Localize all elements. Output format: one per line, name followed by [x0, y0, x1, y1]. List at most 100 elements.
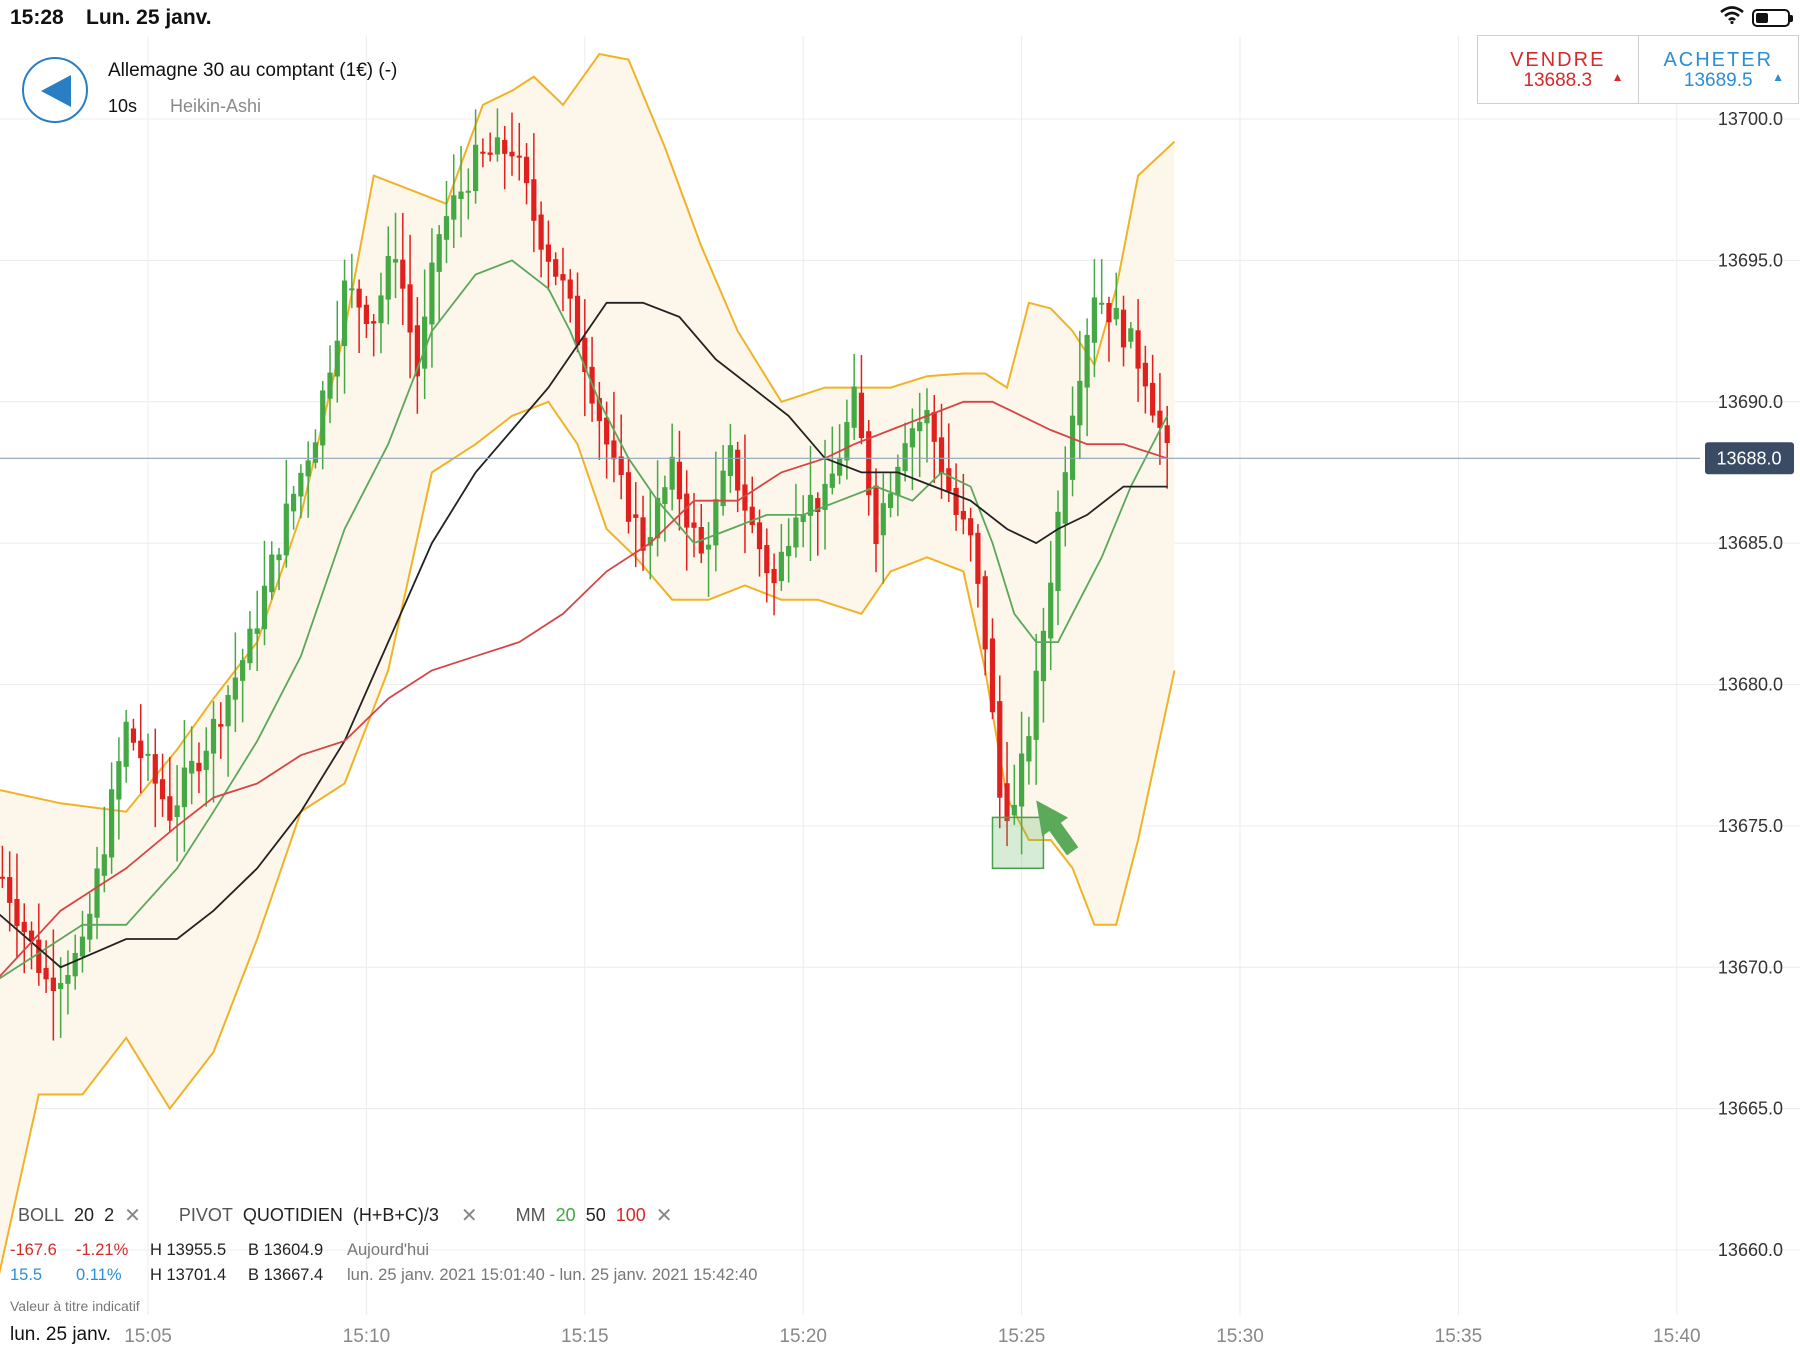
pivot-name[interactable]: PIVOT [178, 1205, 233, 1225]
candle-body [458, 191, 464, 199]
candle-body [247, 628, 253, 664]
candle-body [596, 398, 602, 422]
sell-label: VENDRE [1510, 49, 1606, 71]
y-tick-label: 13690.0 [1718, 392, 1783, 412]
candle-body [625, 472, 632, 522]
candle-body [1026, 736, 1032, 762]
mm-period-20: 20 [555, 1205, 576, 1225]
candle-body [1120, 309, 1127, 348]
candle-body [902, 443, 908, 472]
candle-body [553, 259, 559, 277]
remove-boll-close-icon[interactable]: ✕ [124, 1205, 141, 1227]
mm20-line [0, 259, 1169, 980]
indicator-legend: BOLL 20 2 ✕ PIVOT QUOTIDIEN (H+B+C)/3 ✕ … [18, 1203, 711, 1228]
candle-body [334, 340, 340, 377]
candle-body [771, 568, 777, 584]
status-date: Lun. 25 janv. [86, 6, 212, 29]
candle-body [509, 151, 515, 157]
candle-body [0, 876, 5, 879]
candle-body [43, 967, 49, 980]
candle-body [392, 259, 399, 263]
range-change: 15.5 [10, 1266, 43, 1284]
candle-body [327, 372, 333, 399]
candle-body [523, 156, 530, 184]
x-tick-label: 15:20 [779, 1326, 827, 1347]
day-high: H 13955.5 [150, 1241, 227, 1259]
candle-body [473, 144, 479, 192]
candle-body [1091, 297, 1097, 343]
candle-body [465, 190, 471, 193]
candle-body [1106, 302, 1112, 323]
mm-name[interactable]: MM [515, 1205, 546, 1225]
candle-body [837, 457, 843, 476]
candle-body [436, 234, 442, 272]
status-time: 15:28 [10, 6, 64, 29]
candle-body [400, 259, 406, 289]
boll-name[interactable]: BOLL [18, 1205, 65, 1225]
candle-body [720, 470, 726, 507]
candle-body [14, 899, 20, 926]
candle-body [283, 503, 289, 556]
candle-body [101, 854, 107, 876]
candle-body [341, 280, 348, 347]
buy-button[interactable]: ACHETER 13689.5 ▲ [1637, 36, 1799, 103]
y-tick-label: 13680.0 [1718, 675, 1783, 695]
candle-body [1077, 380, 1083, 426]
candle-body [997, 701, 1003, 798]
candle-body [887, 493, 894, 508]
back-button[interactable] [22, 57, 88, 123]
x-tick-label: 15:35 [1435, 1326, 1483, 1347]
buy-label: ACHETER [1663, 49, 1774, 71]
candle-body [320, 390, 326, 446]
candle-body [727, 445, 733, 477]
candle-body [79, 936, 86, 957]
candle-body [298, 472, 304, 497]
remove-pivot-close-icon[interactable]: ✕ [460, 1205, 478, 1227]
candle-body [123, 721, 129, 767]
trade-panel: VENDRE 13688.3 ▲ ACHETER 13689.5 ▲ [1477, 35, 1799, 104]
candle-body [858, 392, 865, 439]
candle-body [36, 939, 42, 973]
candle-body [982, 576, 988, 650]
boll-period: 20 [74, 1205, 95, 1225]
y-tick-label: 13670.0 [1718, 957, 1783, 977]
candle-body [196, 762, 202, 772]
day-change: -167.6 [10, 1241, 57, 1259]
candle-body [611, 440, 617, 460]
interval-selector[interactable]: 10s [108, 96, 138, 116]
candle-body [960, 510, 966, 520]
candle-body [647, 537, 653, 546]
candle-body [1135, 330, 1141, 369]
battery-icon [1752, 8, 1793, 27]
candle-body [756, 522, 763, 550]
chart-type-selector[interactable]: Heikin-Ashi [170, 96, 262, 116]
candle-body [582, 337, 588, 372]
x-tick-label: 15:40 [1653, 1326, 1701, 1347]
candle-body [742, 484, 748, 511]
candle-body [276, 554, 282, 561]
status-bar: 15:28 Lun. 25 janv. [0, 0, 1800, 34]
annotations [991, 800, 1079, 870]
candle-body [371, 321, 377, 324]
boll-band-fill [0, 53, 1175, 1271]
candle-body [815, 498, 821, 513]
remove-mm-close-icon[interactable]: ✕ [655, 1205, 673, 1227]
candle-body [851, 386, 857, 428]
price-axis: 13700.0 13695.0 13690.0 13685.0 13680.0 13675… [0, 109, 1794, 1347]
candle-body [538, 214, 544, 250]
candle-body [116, 761, 122, 800]
candle-body [58, 982, 64, 989]
sell-button[interactable]: VENDRE 13688.3 ▲ [1478, 36, 1638, 103]
back-arrow-icon [41, 75, 71, 107]
candle-body [545, 244, 551, 262]
candle-body [953, 487, 959, 515]
candle-body [786, 545, 792, 557]
candle-body [640, 517, 646, 551]
candle-body [218, 724, 224, 727]
candle-body [989, 638, 996, 713]
buy-up-arrow-icon: ▲ [1772, 70, 1784, 84]
candle-body [385, 256, 391, 300]
candle-body [305, 460, 311, 477]
candle-body [574, 295, 581, 346]
